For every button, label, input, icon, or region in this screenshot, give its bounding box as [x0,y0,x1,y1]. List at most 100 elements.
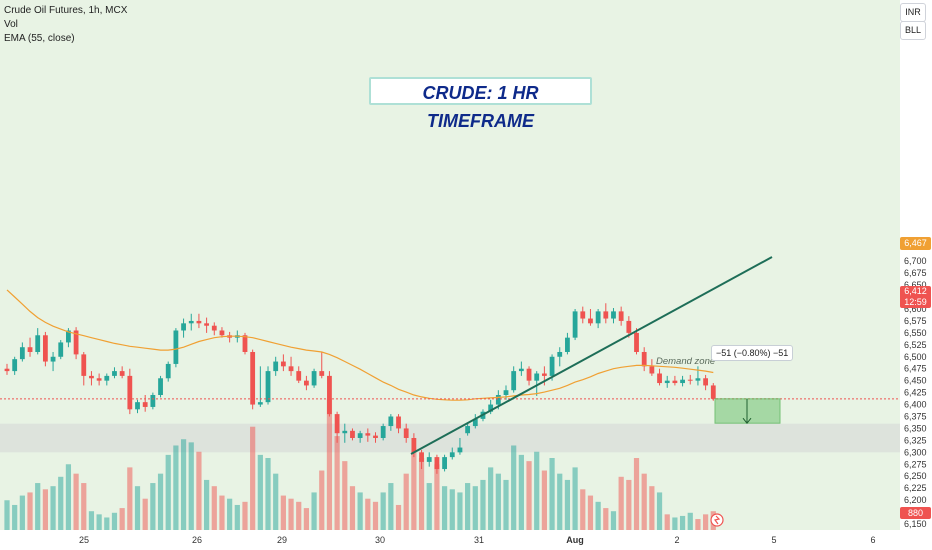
volume-bar [672,517,678,530]
candle-body [695,378,701,381]
time-tick-label: Aug [566,535,584,545]
candle-body [211,325,217,331]
volume-bar [434,464,440,530]
candle-body [165,363,171,379]
volume-bar [165,454,171,530]
volume-bar [211,486,217,530]
candle-body [373,435,378,438]
price-tick-label: 6,475 [904,364,927,374]
candle-body [472,418,478,427]
volume-bar [234,504,240,530]
candle-body [42,335,48,362]
candle-body [342,430,348,434]
price-tick-label: 6,150 [904,519,927,529]
volume-bar [349,486,356,530]
price-tick-label: 6,700 [904,256,927,266]
volume-bar [81,483,87,530]
candle-body [135,402,140,410]
candle-body [634,332,639,352]
candle-body [411,437,417,453]
candle-body [4,368,10,372]
volume-bar [626,479,632,530]
candle-body [19,347,25,360]
candle-body [518,368,524,372]
time-tick-label: 25 [79,535,89,545]
candle-body [288,366,294,372]
chart-legend: Crude Oil Futures, 1h, MCX Vol EMA (55, … [4,4,127,46]
trendline[interactable] [410,256,773,455]
volume-bar [403,473,409,530]
volume-bar [426,483,432,530]
candle-body [188,320,194,324]
volume-bar [441,486,448,530]
candle-body [442,457,447,470]
price-tick-label: 6,200 [904,495,927,505]
candle-body [580,311,586,319]
candle-body [618,311,624,321]
candle-body [649,366,655,374]
candle-body [27,347,33,352]
candle-body [419,452,424,462]
volume-bar [503,479,509,530]
candle-body [250,351,256,405]
volume-bar [157,473,164,530]
volume-bar [664,514,670,530]
volume-bar [196,451,202,530]
candle-body [96,378,102,381]
candle-body [572,311,578,338]
demand-zone-rect [0,423,900,453]
candle-body [588,318,593,324]
price-tick-label: 6,600 [904,304,927,314]
measure-tool[interactable] [714,398,781,424]
volume-bar [534,451,540,530]
candle-body [380,426,386,438]
candle-body [181,323,186,331]
candle-body [350,430,355,438]
ema-label[interactable]: EMA (55, close) [4,33,75,44]
volume-bar [303,508,310,530]
volume-bar [65,464,72,530]
volume-bar [395,504,402,530]
candle-body [58,342,64,357]
volume-bar [288,498,294,530]
candle-body [365,433,371,436]
candle-body [710,385,716,399]
volume-bar [595,501,601,530]
volume-label[interactable]: Vol [4,19,18,30]
volume-bar [511,445,517,530]
time-axis-ticks: 25 26 29 30 31 Aug 2 5 6 [79,535,876,545]
volume-bar [572,467,578,530]
candle-body [12,359,18,372]
volume-bar [319,470,325,530]
price-tick-label: 6,325 [904,435,927,445]
price-tick-label: 6,375 [904,411,927,421]
bar-countdown: 12:59 [904,297,927,307]
candle-body [495,394,501,405]
volume-bar [280,495,286,530]
candle-body [50,356,56,362]
current-price-tag: 6,412 12:59 [900,286,931,308]
time-tick-label: 29 [277,535,287,545]
currency-inr-button[interactable]: INR [900,3,926,22]
volume-bar [518,454,524,530]
candle-body [549,356,555,376]
candle-body [158,378,163,395]
volume-bar [296,501,302,530]
volume-bar [111,512,118,530]
replay-icon[interactable] [710,513,724,527]
candle-body [242,335,248,352]
volume-bar [326,398,333,530]
candle-body [611,311,616,319]
candle-body [112,371,117,376]
volume-bar [50,486,56,530]
chart-title-annotation[interactable]: CRUDE: 1 HR TIMEFRAME [369,77,592,131]
symbol-label[interactable]: Crude Oil Futures, 1h, MCX [4,5,128,16]
candle-body [142,402,148,407]
volume-bar [449,489,455,530]
candle-body [280,361,286,367]
currency-bll-button[interactable]: BLL [900,21,926,40]
volume-bar [342,461,348,530]
candle-body [35,335,41,352]
volume-bar [587,495,594,530]
price-tick-label: 6,400 [904,400,927,410]
